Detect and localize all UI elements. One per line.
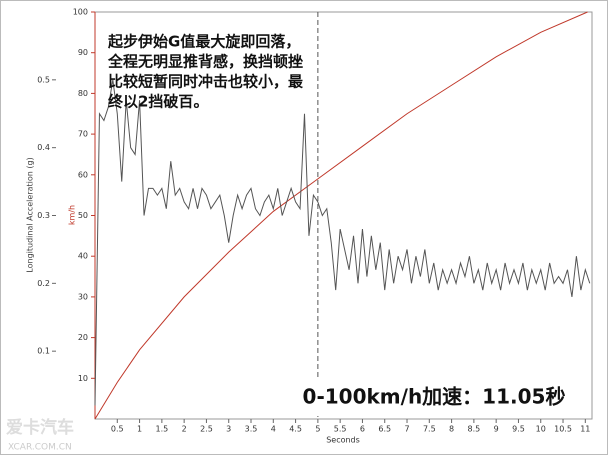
x-tick-label: 3	[226, 425, 231, 434]
x-tick-label: 10	[536, 425, 546, 434]
y-axis-label: km/h	[68, 205, 77, 225]
x-tick-label: 4	[271, 425, 276, 434]
x-axis-label: Seconds	[326, 436, 360, 445]
annotation: 起步伊始G值最大旋即回落，	[107, 33, 300, 51]
y-tick-label: 40	[78, 252, 88, 261]
y2-axis-label: Longitudinal Acceleration (g)	[26, 157, 35, 272]
y2-tick-label: 0.4	[37, 143, 50, 152]
x-tick-label: 2.5	[200, 425, 213, 434]
plot-area	[94, 11, 593, 420]
watermark: XCAR.COM.CN	[8, 443, 72, 453]
y-tick-label: 30	[78, 292, 88, 301]
x-tick-label: 6	[360, 425, 365, 434]
watermark: 爱卡汽车	[6, 417, 74, 438]
x-tick-label: 10.5	[554, 425, 572, 434]
y2-tick-label: 0.1	[37, 347, 50, 356]
annotation: 全程无明显推背感，换挡顿挫	[107, 53, 303, 71]
y-tick-label: 70	[78, 130, 88, 139]
marks: 0.5 1 1.5 2 2.5 3 3.5 4 4.5 5 5.5 6 6.5 7 7.5 8 8.5 9 9.5 1…	[37, 8, 590, 434]
y-tick-label: 90	[78, 48, 88, 57]
y-tick-label: 10	[78, 374, 88, 383]
y2-tick-label: 0.2	[37, 279, 50, 288]
x-tick-label: 8.5	[468, 425, 481, 434]
x-tick-label: 7.5	[423, 425, 436, 434]
x-tick-label: 11	[580, 425, 590, 434]
y-tick-label: 20	[78, 333, 88, 342]
x-tick-label: 9	[494, 425, 499, 434]
x-tick-label: 3.5	[245, 425, 258, 434]
x-tick-label: 6.5	[378, 425, 391, 434]
y2-tick-label: 0.5	[37, 75, 50, 84]
x-tick-label: 8	[449, 425, 454, 434]
result-label: 0-100km/h加速：11.05秒	[303, 385, 566, 409]
x-tick-label: 9.5	[512, 425, 525, 434]
y-tick-label: 100	[73, 8, 88, 17]
annotation: 终以2挡破百。	[108, 93, 208, 111]
y2-tick-label: 0.3	[37, 211, 50, 220]
y-tick-label: 80	[78, 89, 88, 98]
y-tick-label: 60	[78, 170, 88, 179]
x-tick-label: 2	[182, 425, 187, 434]
series-line	[94, 11, 588, 420]
x-tick-label: 4.5	[289, 425, 302, 434]
x-tick-label: 7	[404, 425, 409, 434]
y-tick-label: 50	[78, 211, 88, 220]
x-tick-label: 5.5	[334, 425, 347, 434]
x-tick-label: 1	[137, 425, 142, 434]
series-line	[94, 79, 591, 406]
x-tick-label: 1.5	[155, 425, 168, 434]
annotation: 比较短暂同时冲击也较小，最	[108, 73, 304, 91]
x-tick-label: 0.5	[111, 425, 124, 434]
x-tick-label: 5	[315, 425, 320, 434]
result-box	[278, 380, 590, 416]
